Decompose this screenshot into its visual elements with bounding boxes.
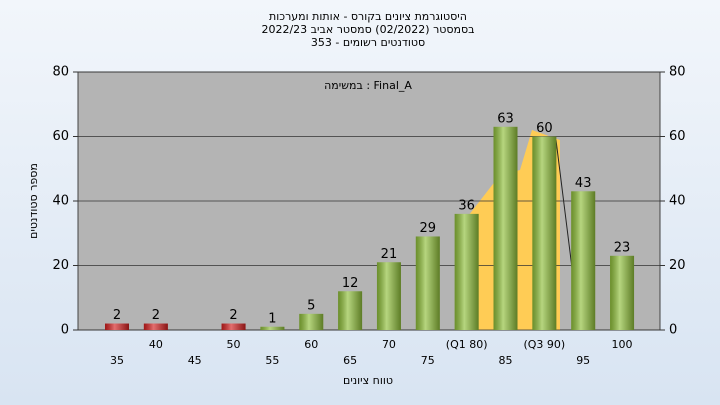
x-tick-label: 75 [421, 354, 435, 367]
y-tick-label: 60 [52, 129, 69, 144]
bar-shade [105, 323, 129, 330]
data-label: 29 [420, 221, 437, 236]
y-tick-label: 40 [52, 194, 69, 209]
x-axis-label: טווח ציונים [343, 374, 393, 387]
y2-tick-label: 40 [669, 194, 686, 209]
chart-title: סטודנטים רשומים - 353 [311, 36, 425, 49]
bar-shade [143, 323, 168, 330]
bar-shade [571, 191, 596, 330]
curve-line [555, 139, 573, 269]
x-tick-label: 70 [382, 338, 396, 351]
data-label: 63 [497, 111, 514, 126]
bar-shade [299, 313, 324, 330]
chart-title: היסטוגרמת ציונים בקורס - אותות ומערכות [269, 10, 467, 23]
y2-tick-label: 0 [669, 323, 677, 338]
y-tick-label: 80 [52, 65, 69, 80]
x-tick-label: (Q3 90) [523, 338, 565, 351]
chart-title: בסמסטר (02/2022) סמסטר אביב 2022/23 [261, 23, 474, 36]
bar-shade [338, 291, 363, 330]
y2-tick-label: 60 [669, 129, 686, 144]
data-label: 23 [614, 240, 631, 255]
x-tick-label: 55 [265, 354, 279, 367]
x-tick-label: 65 [343, 354, 357, 367]
bar-shade [532, 136, 557, 330]
x-tick-label: (Q1 80) [446, 338, 488, 351]
x-tick-label: 60 [304, 338, 318, 351]
data-label: 36 [458, 198, 475, 213]
data-label: 60 [536, 121, 553, 136]
x-tick-label: 50 [227, 338, 241, 351]
bar-shade [260, 326, 285, 330]
x-tick-label: 95 [576, 354, 590, 367]
bar-shade [415, 236, 440, 330]
y-axis-label: מספר סטודנטים [27, 163, 40, 239]
annotation: במשימה : Final_A [324, 79, 412, 92]
x-tick-label: 35 [110, 354, 124, 367]
data-label: 21 [381, 247, 398, 262]
data-label: 1 [268, 311, 276, 326]
data-label: 12 [342, 276, 359, 291]
bar-shade [610, 255, 635, 330]
data-label: 5 [307, 298, 315, 313]
y-tick-label: 0 [61, 323, 69, 338]
data-label: 2 [152, 308, 160, 323]
bar-shade [221, 323, 246, 330]
bar-shade [454, 213, 479, 330]
x-tick-label: 100 [612, 338, 633, 351]
data-label: 43 [575, 176, 592, 191]
x-tick-label: 85 [499, 354, 513, 367]
data-label: 2 [113, 308, 121, 323]
bar-shade [376, 262, 401, 330]
x-tick-label: 40 [149, 338, 163, 351]
y2-tick-label: 80 [669, 65, 686, 80]
bar-shade [493, 126, 518, 330]
y-tick-label: 20 [52, 258, 69, 273]
data-label: 2 [229, 308, 237, 323]
y2-tick-label: 20 [669, 258, 686, 273]
x-tick-label: 45 [188, 354, 202, 367]
